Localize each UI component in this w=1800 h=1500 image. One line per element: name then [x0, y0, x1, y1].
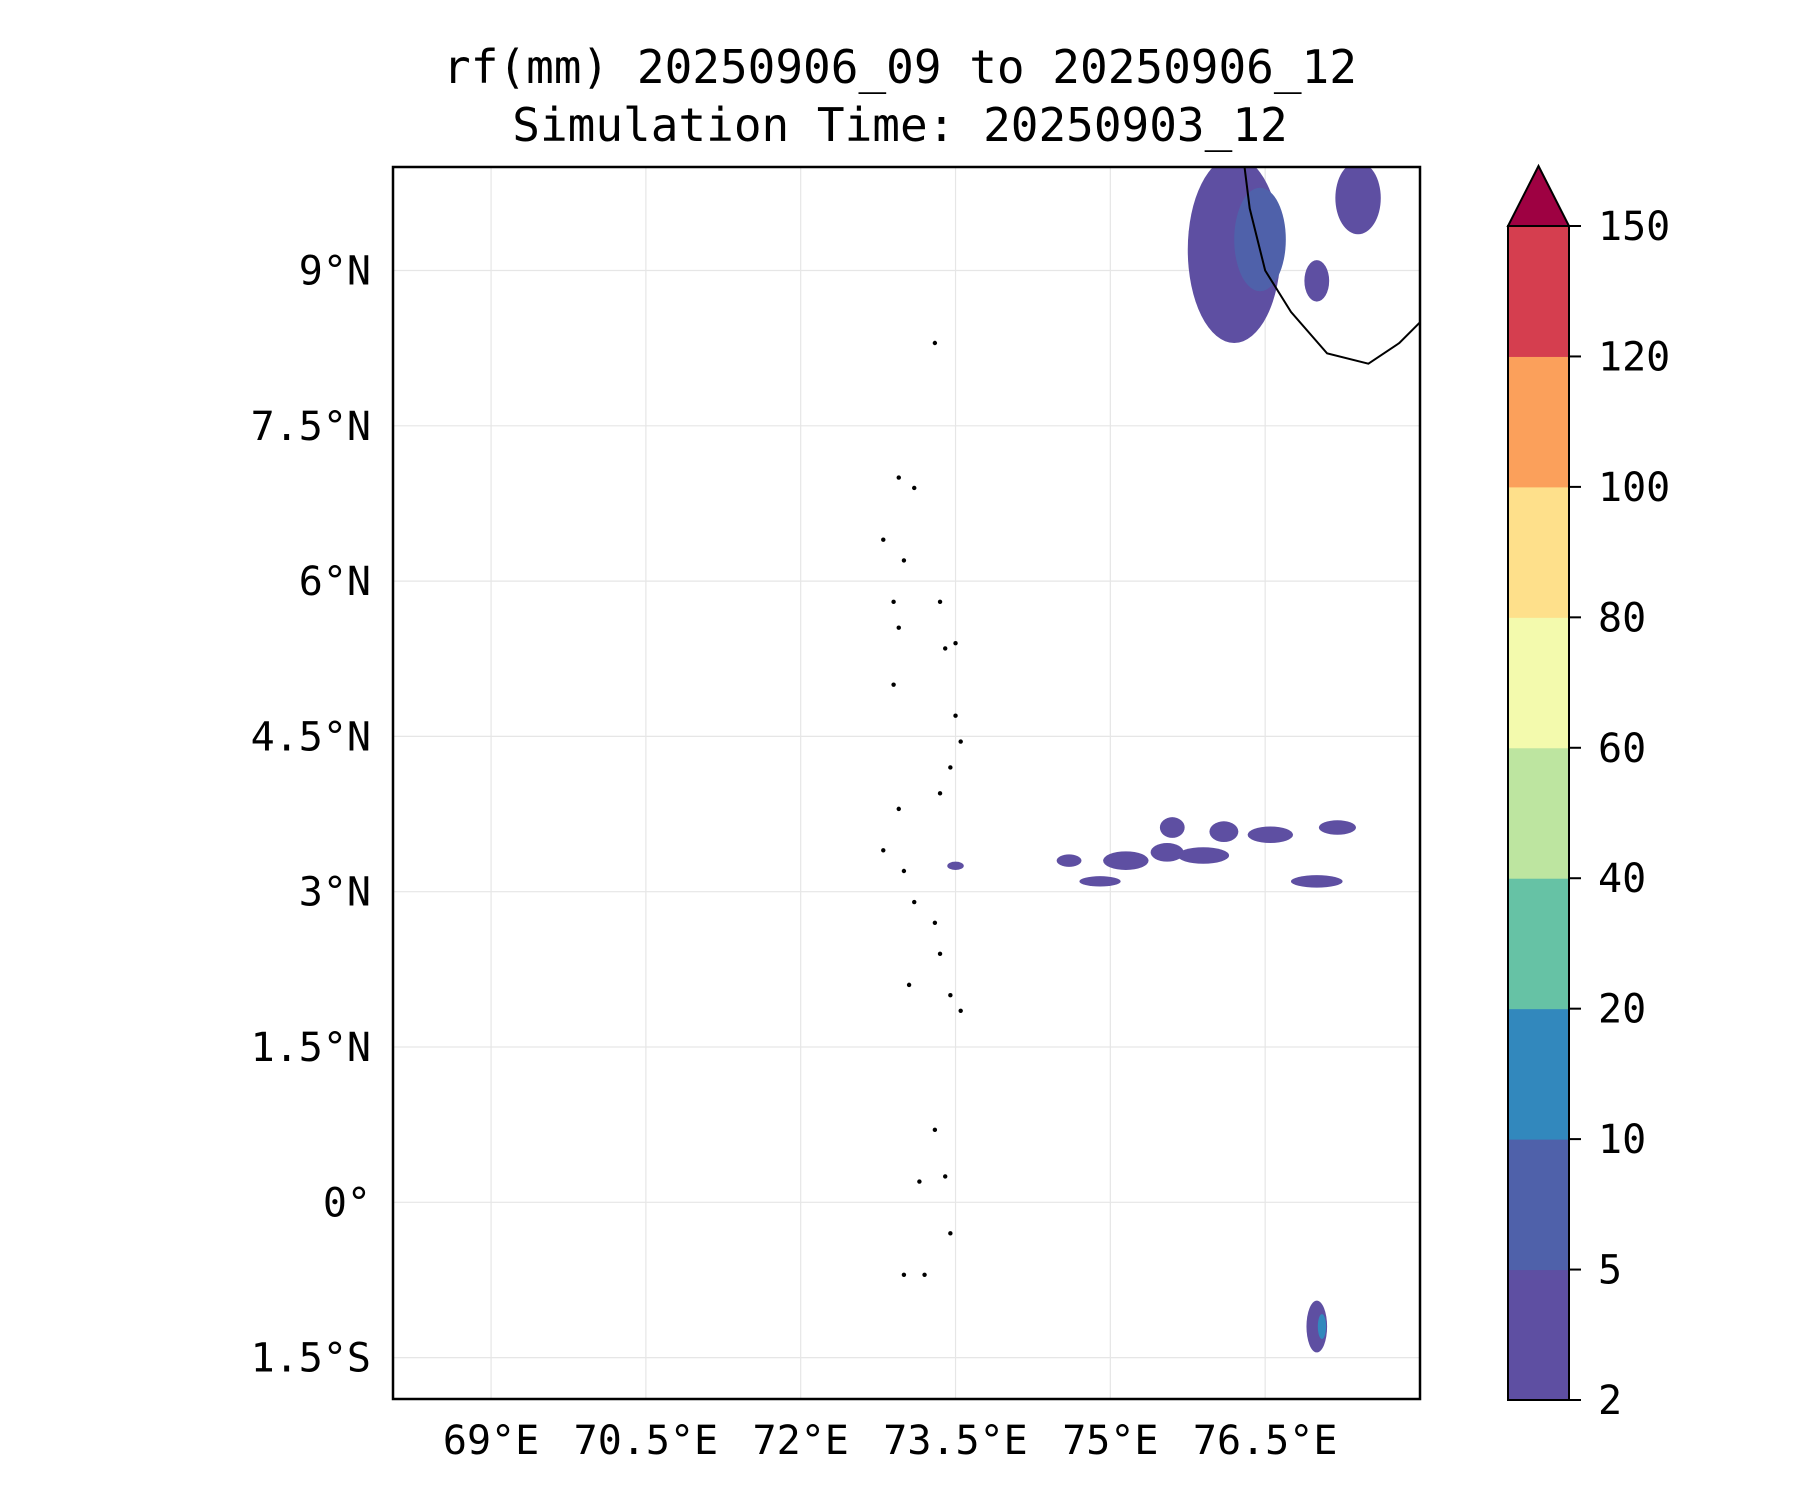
lat-tick-label: 3°N	[299, 870, 371, 916]
lon-tick-label: 75°E	[1062, 1418, 1158, 1464]
island-dot	[891, 682, 896, 687]
colorbar-tick-label: 150	[1598, 204, 1670, 250]
island-dot	[958, 739, 963, 744]
island-dot	[953, 641, 958, 646]
island-dot	[896, 475, 901, 480]
rain-cell	[1177, 847, 1230, 864]
lat-tick-label: 6°N	[299, 559, 371, 605]
island-dot	[932, 920, 938, 925]
lat-tick-label: 9°N	[299, 249, 371, 295]
lat-tick-label: 1.5°S	[251, 1336, 371, 1382]
rain-cell	[1318, 820, 1357, 835]
colorbar-tick-label: 60	[1598, 726, 1646, 772]
colorbar-tick-label: 5	[1598, 1248, 1622, 1294]
island-dot	[912, 899, 917, 905]
colorbar-segment	[1508, 878, 1569, 1010]
island-dot	[912, 485, 917, 491]
colorbar-tick-label: 80	[1598, 595, 1646, 641]
colorbar-segment	[1508, 356, 1569, 488]
island-dot	[937, 599, 943, 605]
colorbar-segment	[1508, 486, 1569, 618]
island-dot	[906, 982, 912, 988]
island-dot	[901, 868, 907, 874]
map-frame	[391, 165, 1422, 1401]
lon-tick-label: 76.5°E	[1193, 1418, 1338, 1464]
island-dot	[917, 1179, 922, 1184]
colorbar-tick-label: 120	[1598, 334, 1670, 380]
title-line-2: Simulation Time: 20250903_12	[512, 98, 1288, 152]
colorbar-tick-label: 100	[1598, 465, 1670, 511]
rain-cell	[1247, 826, 1294, 844]
colorbar-segment	[1508, 226, 1569, 357]
lat-tick-label: 1.5°N	[251, 1025, 371, 1071]
lon-tick-label: 73.5°E	[883, 1418, 1028, 1464]
island-dot	[932, 340, 938, 346]
colorbar-frame	[1507, 225, 1570, 1401]
island-dot	[891, 599, 896, 605]
rainfall-contours	[947, 167, 1381, 1353]
island-dot	[948, 1231, 953, 1236]
colorbar-tick-label: 20	[1598, 987, 1646, 1033]
rain-cell	[1209, 821, 1239, 843]
rain-cell	[1234, 187, 1286, 292]
colorbar-segment	[1508, 747, 1569, 879]
island-dot	[937, 791, 943, 796]
lat-tick-label: 4.5°N	[251, 714, 371, 760]
island-dot	[896, 625, 901, 630]
island-dot	[881, 848, 886, 853]
lon-tick-label: 69°E	[443, 1418, 539, 1464]
lon-tick-label: 70.5°E	[574, 1418, 719, 1464]
island-dot	[958, 1008, 963, 1013]
island-dot	[953, 713, 958, 718]
lat-tick-label: 0°	[323, 1180, 371, 1226]
island-dot	[943, 1174, 948, 1179]
colorbar-segment	[1508, 1139, 1569, 1271]
island-dot	[948, 765, 953, 770]
lon-tick-label: 72°E	[753, 1418, 849, 1464]
colorbar-tick-label: 10	[1598, 1117, 1646, 1163]
rain-cell	[1306, 1300, 1328, 1353]
colorbar-segment	[1508, 1269, 1569, 1401]
island-dot	[901, 558, 907, 563]
coastline	[1243, 166, 1421, 365]
rain-cell	[1317, 1314, 1327, 1339]
india-coastline	[1243, 166, 1421, 365]
rain-cell	[947, 861, 964, 870]
colorbar: 2 5 10 20 40 60 80 100 120 150	[1506, 163, 1670, 1424]
colorbar-segment	[1508, 617, 1569, 749]
rain-cells	[947, 167, 1381, 1353]
chart-title: rf(mm) 20250906_09 to 20250906_12 Simula…	[0, 38, 1800, 154]
colorbar-extend-arrow	[1506, 163, 1571, 227]
island-dot	[943, 646, 948, 651]
title-line-1: rf(mm) 20250906_09 to 20250906_12	[443, 40, 1357, 94]
rain-cell	[1335, 167, 1381, 235]
island-dot	[881, 537, 886, 542]
rain-cell	[1079, 876, 1121, 887]
island-outlines	[881, 340, 963, 1277]
longitude-ticks: 69°E 70.5°E 72°E 73.5°E 75°E 76.5°E	[443, 1418, 1338, 1464]
island-dot	[948, 993, 953, 998]
island-dot	[932, 1127, 938, 1133]
lat-tick-label: 7.5°N	[251, 404, 371, 450]
rain-cell	[1159, 817, 1185, 838]
rain-cell	[1150, 843, 1184, 862]
latitude-ticks: 9°N 7.5°N 6°N 4.5°N 3°N 1.5°N 0° 1.5°S	[251, 249, 371, 1382]
island-dot	[901, 1272, 907, 1277]
island-dot	[896, 806, 901, 812]
rain-cell	[1056, 854, 1082, 867]
colorbar-tick-label: 2	[1598, 1378, 1622, 1424]
colorbar-segment	[1508, 1008, 1569, 1140]
rain-cell	[1304, 260, 1330, 302]
rain-cell	[1290, 875, 1343, 888]
gridlines	[393, 167, 1420, 1399]
island-dot	[922, 1272, 927, 1277]
island-dot	[937, 951, 943, 957]
rain-cell	[1103, 851, 1149, 870]
colorbar-tick-label: 40	[1598, 856, 1646, 902]
